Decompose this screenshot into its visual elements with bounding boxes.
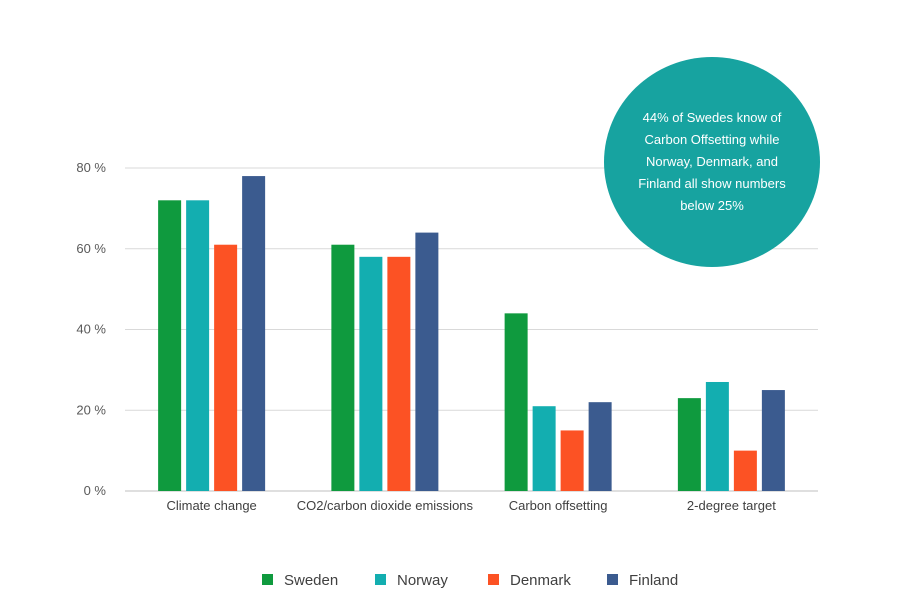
x-tick-label: CO2/carbon dioxide emissions [297, 498, 474, 513]
legend-label-denmark: Denmark [510, 572, 571, 589]
y-tick-label: 40 % [76, 322, 106, 337]
bar-finland-0 [242, 176, 266, 491]
bar-norway-0 [186, 200, 210, 492]
bar-sweden-1 [331, 244, 355, 491]
bar-norway-1 [359, 256, 383, 491]
bar-norway-3 [705, 381, 729, 491]
bars [158, 176, 785, 492]
bar-denmark-3 [733, 450, 757, 491]
bar-finland-3 [761, 390, 785, 491]
bar-denmark-2 [560, 430, 584, 491]
legend: Sweden Norway Denmark Finland [262, 572, 678, 589]
x-axis: Climate change CO2/carbon dioxide emissio… [166, 498, 776, 513]
bar-sweden-3 [677, 398, 701, 491]
bar-finland-1 [415, 232, 439, 491]
bar-finland-2 [588, 402, 612, 491]
bar-denmark-0 [214, 244, 238, 491]
legend-swatch-norway [375, 574, 386, 585]
x-tick-label: Carbon offsetting [509, 498, 608, 513]
legend-swatch-denmark [488, 574, 499, 585]
legend-swatch-finland [607, 574, 618, 585]
callout-text: 44% of Swedes know of Carbon Offsetting … [638, 110, 786, 213]
y-tick-label: 20 % [76, 402, 106, 417]
y-tick-label: 80 % [76, 160, 106, 175]
x-tick-label: Climate change [166, 498, 256, 513]
x-tick-label: 2-degree target [687, 498, 776, 513]
bar-sweden-2 [504, 313, 528, 491]
legend-label-finland: Finland [629, 572, 678, 589]
bar-norway-2 [532, 406, 556, 491]
bar-sweden-0 [158, 200, 182, 492]
legend-swatch-sweden [262, 574, 273, 585]
y-tick-label: 0 % [84, 483, 107, 498]
legend-label-sweden: Sweden [284, 572, 338, 589]
legend-label-norway: Norway [397, 572, 448, 589]
callout-bubble: 44% of Swedes know of Carbon Offsetting … [604, 57, 820, 267]
y-tick-label: 60 % [76, 241, 106, 256]
y-axis: 0 % 20 % 40 % 60 % 80 % [76, 160, 106, 498]
bar-denmark-1 [387, 256, 411, 491]
